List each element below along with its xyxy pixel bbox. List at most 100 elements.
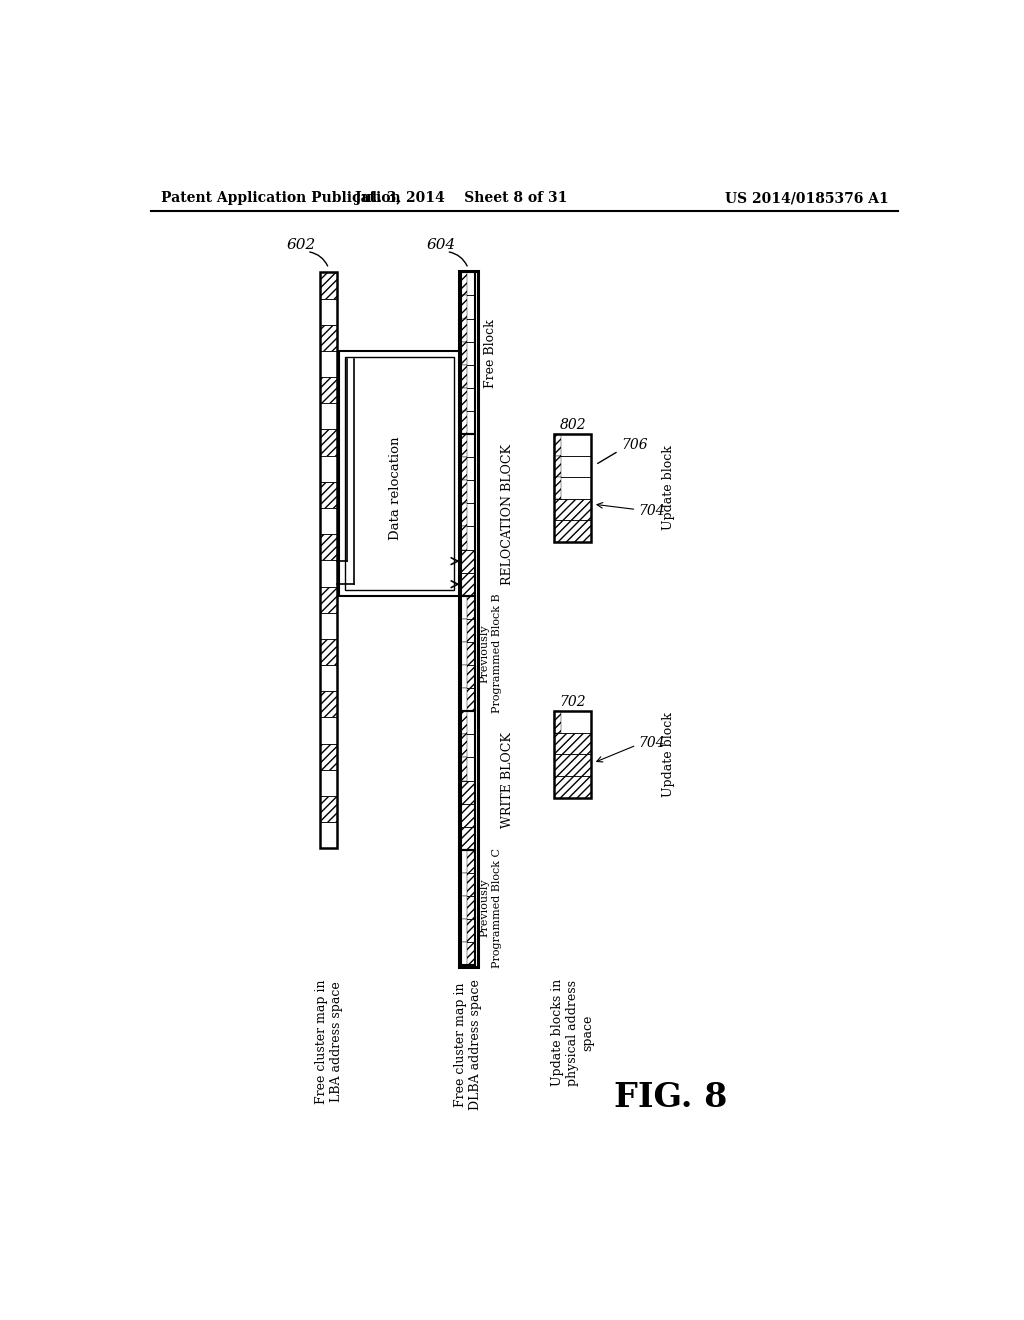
- Text: Jul. 3, 2014    Sheet 8 of 31: Jul. 3, 2014 Sheet 8 of 31: [355, 191, 567, 206]
- Bar: [554, 455, 592, 478]
- Bar: [321, 692, 337, 718]
- Bar: [554, 733, 592, 755]
- Bar: [321, 612, 337, 639]
- Bar: [554, 711, 561, 733]
- Text: 604: 604: [426, 239, 456, 252]
- Bar: [461, 688, 475, 711]
- Bar: [461, 457, 467, 480]
- Bar: [461, 850, 467, 873]
- Text: US 2014/0185376 A1: US 2014/0185376 A1: [725, 191, 889, 206]
- Bar: [461, 850, 475, 873]
- Bar: [321, 482, 337, 508]
- Bar: [461, 619, 467, 642]
- Bar: [461, 642, 475, 665]
- Bar: [321, 560, 337, 586]
- Bar: [461, 411, 475, 434]
- Bar: [461, 342, 467, 364]
- Text: Update block: Update block: [663, 446, 676, 531]
- Bar: [461, 342, 475, 364]
- Bar: [461, 364, 475, 388]
- Bar: [554, 755, 592, 776]
- Bar: [554, 776, 592, 797]
- Bar: [554, 434, 592, 455]
- Bar: [461, 711, 475, 850]
- Bar: [321, 586, 337, 612]
- Text: FIG. 8: FIG. 8: [613, 1081, 727, 1114]
- Bar: [461, 665, 467, 688]
- Text: Patent Application Publication: Patent Application Publication: [161, 191, 400, 206]
- Text: 602: 602: [287, 239, 316, 252]
- Bar: [461, 364, 467, 388]
- Bar: [461, 665, 475, 688]
- Bar: [554, 434, 561, 455]
- Bar: [554, 434, 592, 541]
- Bar: [461, 434, 467, 457]
- Bar: [345, 358, 454, 590]
- Bar: [554, 478, 592, 499]
- Bar: [461, 549, 475, 573]
- Bar: [321, 796, 337, 822]
- Bar: [461, 896, 467, 919]
- Bar: [321, 770, 337, 796]
- Bar: [461, 527, 475, 549]
- Bar: [321, 535, 337, 560]
- Bar: [461, 480, 467, 503]
- Bar: [321, 743, 337, 770]
- Bar: [461, 595, 475, 619]
- Bar: [461, 318, 467, 342]
- Bar: [321, 325, 337, 351]
- Bar: [461, 573, 475, 595]
- Bar: [461, 503, 467, 527]
- Text: RELOCATION BLOCK: RELOCATION BLOCK: [502, 445, 514, 585]
- Text: Update block: Update block: [663, 711, 676, 797]
- Bar: [461, 595, 467, 619]
- Bar: [461, 595, 475, 711]
- Bar: [461, 942, 467, 965]
- Bar: [461, 711, 467, 734]
- Bar: [321, 272, 337, 298]
- Bar: [461, 826, 475, 850]
- Bar: [461, 873, 475, 896]
- Bar: [554, 455, 561, 478]
- Bar: [461, 919, 467, 942]
- Bar: [461, 780, 475, 804]
- Bar: [461, 388, 467, 411]
- Bar: [321, 718, 337, 743]
- Text: Previously
Programmed Block C: Previously Programmed Block C: [480, 847, 502, 968]
- Bar: [461, 296, 475, 318]
- Bar: [461, 411, 467, 434]
- Bar: [461, 758, 475, 780]
- Text: 702: 702: [559, 696, 586, 709]
- Bar: [461, 758, 467, 780]
- Bar: [554, 499, 592, 520]
- Bar: [339, 351, 460, 595]
- Bar: [461, 850, 475, 965]
- Bar: [461, 296, 467, 318]
- Bar: [321, 351, 337, 378]
- Bar: [321, 455, 337, 482]
- Bar: [461, 619, 475, 642]
- Bar: [459, 271, 477, 968]
- Bar: [461, 434, 475, 595]
- Bar: [461, 457, 475, 480]
- Bar: [554, 478, 561, 499]
- Text: Free cluster map in
LBA address space: Free cluster map in LBA address space: [314, 979, 343, 1104]
- Bar: [461, 272, 475, 434]
- Bar: [321, 378, 337, 404]
- Bar: [461, 388, 475, 411]
- Bar: [321, 665, 337, 692]
- Text: 704: 704: [638, 504, 665, 517]
- Bar: [461, 480, 475, 503]
- Bar: [461, 527, 467, 549]
- Bar: [461, 434, 475, 457]
- Bar: [554, 711, 592, 733]
- Bar: [321, 429, 337, 455]
- Text: WRITE BLOCK: WRITE BLOCK: [502, 733, 514, 829]
- Bar: [461, 734, 467, 758]
- Bar: [461, 272, 475, 296]
- Bar: [321, 272, 337, 849]
- Text: Data relocation: Data relocation: [389, 437, 401, 540]
- Text: 802: 802: [559, 418, 586, 432]
- Bar: [461, 503, 475, 527]
- Bar: [461, 804, 475, 826]
